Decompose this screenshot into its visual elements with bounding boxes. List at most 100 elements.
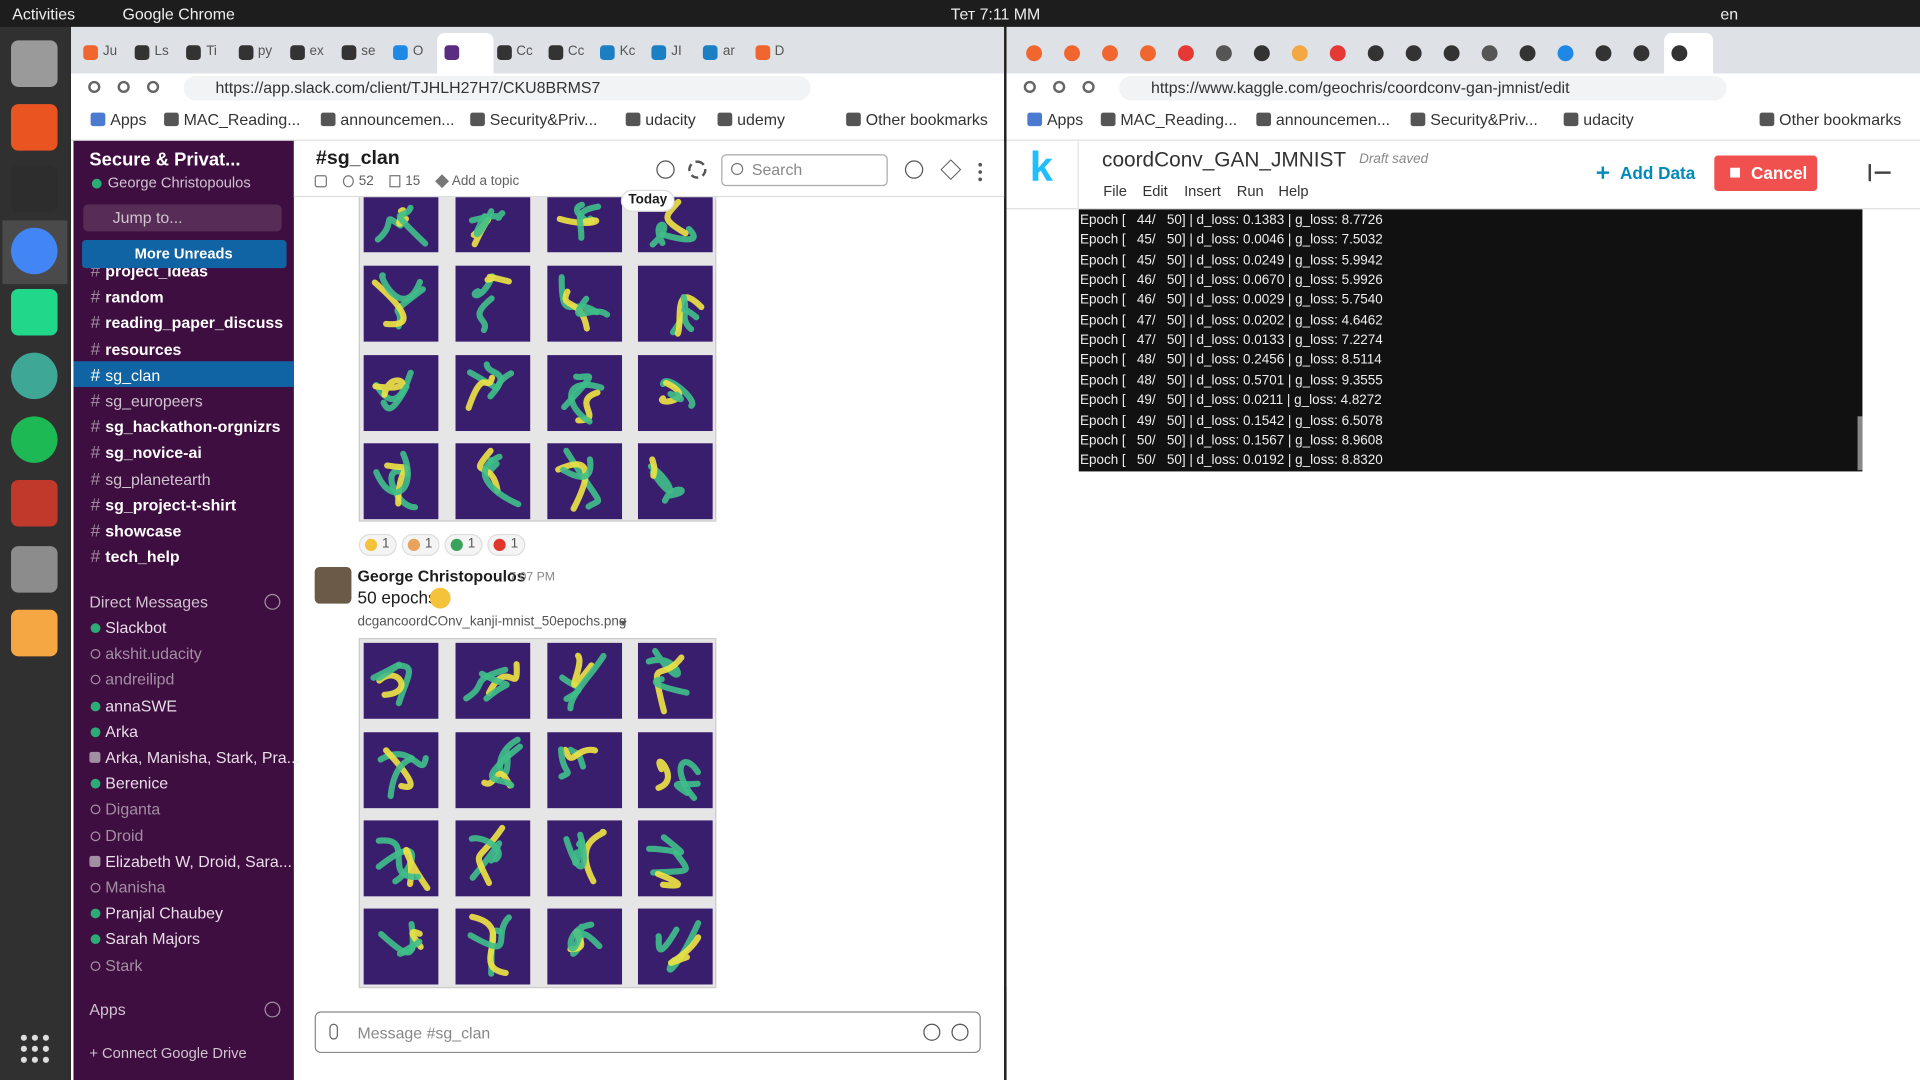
channel[interactable]: sg_clan (105, 365, 161, 385)
tab-icon[interactable] (1102, 45, 1118, 62)
tab[interactable]: Ls (154, 44, 169, 59)
more-icon[interactable] (978, 170, 983, 174)
menu-item[interactable]: Edit (1142, 182, 1168, 200)
bookmark[interactable]: udacity (645, 110, 696, 129)
tab-icon[interactable] (1064, 45, 1081, 62)
tab[interactable]: ex (309, 44, 324, 59)
direct-message[interactable]: Pranjal Chaubey (105, 903, 224, 923)
dock-icon[interactable] (11, 165, 58, 212)
dock-icon[interactable] (11, 104, 58, 151)
tab[interactable]: ar (722, 44, 735, 59)
tab[interactable]: JI (671, 44, 682, 59)
composer[interactable] (314, 1011, 981, 1054)
direct-message[interactable]: Diganta (105, 800, 161, 819)
message-author[interactable]: George Christopoulos (357, 566, 526, 586)
tab-icon[interactable] (1633, 45, 1650, 62)
tab[interactable]: O (412, 44, 424, 59)
direct-message[interactable]: akshit.udacity (105, 644, 202, 663)
tab-icon[interactable] (1253, 45, 1270, 62)
tab[interactable]: py (257, 44, 273, 59)
jump-to[interactable] (83, 204, 282, 232)
channel[interactable]: reading_paper_discuss (105, 313, 284, 333)
notebook-title[interactable]: coordConv_GAN_JMNIST (1102, 148, 1347, 172)
tab[interactable]: Cc (567, 44, 585, 59)
app-menu[interactable]: Google Chrome (122, 4, 235, 24)
tab-icon[interactable] (1140, 45, 1156, 62)
tab-icon[interactable] (1329, 45, 1346, 62)
dock-icon[interactable] (11, 40, 58, 87)
settings-icon[interactable] (688, 160, 707, 179)
channel[interactable]: sg_planetearth (105, 469, 211, 489)
channel[interactable]: sg_project-t-shirt (105, 495, 237, 515)
avatar[interactable] (314, 566, 352, 604)
bookmark[interactable]: Security&Priv... (489, 110, 598, 129)
menu-item[interactable]: Insert (1184, 182, 1221, 200)
bookmark[interactable]: MAC_Reading... (1120, 110, 1238, 129)
direct-message[interactable]: Berenice (105, 774, 169, 793)
bookmark[interactable]: MAC_Reading... (183, 110, 301, 129)
bookmark[interactable]: Apps (110, 110, 147, 129)
nav-button[interactable] (88, 80, 101, 94)
tab-icon[interactable] (1481, 45, 1498, 62)
direct-message[interactable]: Sarah Majors (105, 929, 200, 949)
tab[interactable]: Ju (102, 44, 118, 59)
direct-message[interactable]: annaSWE (105, 696, 177, 715)
tab-icon[interactable] (1557, 45, 1574, 62)
tab[interactable]: Cc (516, 44, 533, 59)
dock-icon[interactable] (11, 227, 58, 275)
mention-button[interactable] (923, 1023, 941, 1041)
dock-icon[interactable] (11, 546, 58, 593)
direct-message[interactable]: Manisha (105, 877, 166, 897)
direct-message[interactable]: Arka, Manisha, Stark, Pra... (105, 748, 300, 767)
tab-icon[interactable] (1443, 45, 1460, 62)
add-data[interactable]: Add Data (1620, 162, 1696, 183)
tab[interactable]: se (361, 44, 376, 59)
tab[interactable]: Kc (619, 44, 636, 59)
tab-icon[interactable] (1519, 45, 1536, 62)
member-count[interactable]: 52 (358, 173, 374, 189)
kaggle-logo[interactable]: k (1029, 144, 1053, 192)
address-bar[interactable] (183, 75, 811, 101)
tab-icon[interactable] (1291, 45, 1308, 62)
nav-button[interactable] (146, 80, 160, 94)
other-bookmarks[interactable]: Other bookmarks (1779, 110, 1902, 129)
menu-item[interactable]: File (1103, 182, 1127, 200)
direct-message[interactable]: Elizabeth W, Droid, Sara... (105, 851, 292, 871)
tab[interactable]: Ti (206, 44, 217, 59)
star-icon[interactable] (314, 175, 327, 188)
dock-icon[interactable] (11, 352, 58, 400)
channel[interactable]: resources (105, 339, 182, 359)
menu-item[interactable]: Run (1236, 182, 1264, 200)
channel[interactable]: tech_help (105, 547, 180, 566)
tab-icon[interactable] (1215, 45, 1232, 62)
channel[interactable]: sg_hackathon-orgnizrs (105, 417, 281, 437)
section-header[interactable]: Direct Messages (89, 592, 208, 612)
tab-icon[interactable] (1026, 45, 1043, 62)
menu-item[interactable]: Help (1278, 182, 1309, 200)
more-unreads[interactable] (82, 240, 287, 269)
direct-message[interactable]: Stark (105, 955, 143, 975)
workspace-name[interactable]: Secure & Privat... (89, 149, 241, 171)
bookmark[interactable]: Security&Priv... (1430, 110, 1538, 129)
add-button[interactable] (264, 1001, 281, 1018)
language[interactable]: en (1720, 4, 1739, 24)
more-icon[interactable] (978, 177, 983, 182)
file-name[interactable]: dcgancoordCOnv_kanji-mnist_50epochs.png (357, 614, 627, 630)
tab-icon[interactable] (1405, 45, 1422, 62)
activities[interactable]: Activities (12, 4, 76, 24)
address-bar[interactable] (1119, 75, 1727, 101)
tab-icon[interactable] (1177, 45, 1194, 62)
dock-icon[interactable] (11, 288, 58, 336)
connect-drive[interactable]: + Connect Google Drive (89, 1044, 247, 1062)
channel[interactable]: showcase (105, 521, 182, 541)
pin-count[interactable]: 15 (405, 173, 421, 189)
dock-icon[interactable] (11, 609, 58, 657)
add-button[interactable] (264, 593, 281, 610)
channel[interactable]: sg_europeers (105, 391, 203, 411)
tab-icon[interactable] (1595, 45, 1612, 62)
bookmark[interactable]: udacity (1583, 110, 1634, 129)
channel[interactable]: random (105, 287, 164, 307)
dock-icon[interactable] (11, 480, 58, 527)
nav-button[interactable] (1053, 80, 1066, 94)
mentions-icon[interactable] (904, 160, 924, 179)
